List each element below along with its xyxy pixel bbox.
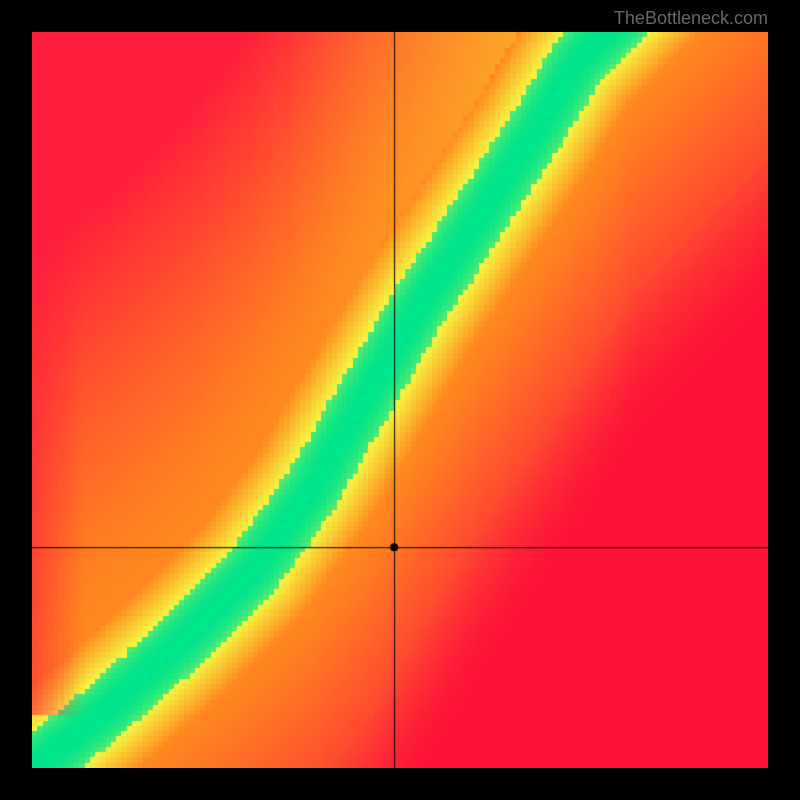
- crosshair-overlay: [32, 32, 768, 768]
- bottleneck-heatmap: [32, 32, 768, 768]
- watermark-text: TheBottleneck.com: [614, 8, 768, 29]
